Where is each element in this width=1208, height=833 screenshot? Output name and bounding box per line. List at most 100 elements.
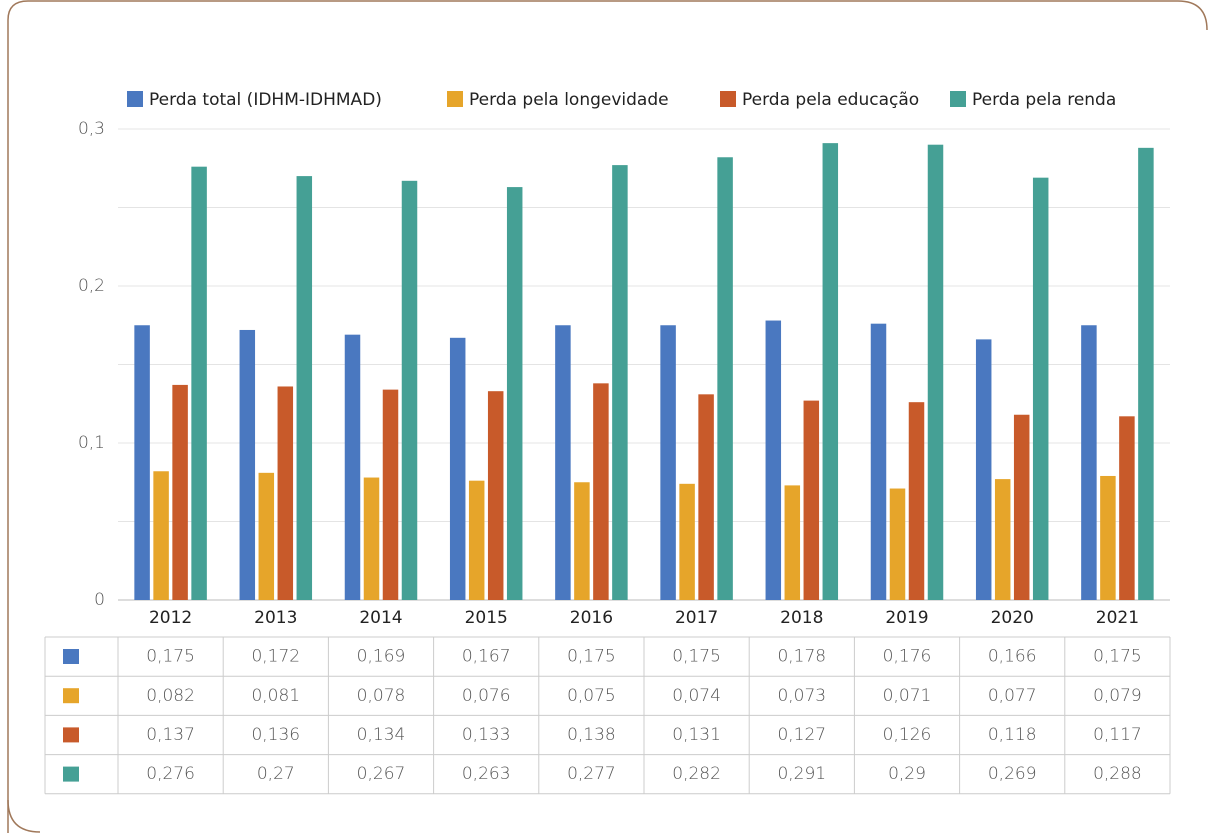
bar (153, 471, 169, 600)
table-cell: 0,276 (146, 764, 195, 784)
bar (258, 472, 275, 600)
bar (717, 157, 733, 600)
table-cell: 0,133 (462, 725, 511, 745)
x-tick-label: 2015 (465, 608, 508, 628)
table-cell: 0,137 (146, 725, 195, 745)
bar (506, 187, 523, 600)
bar (908, 402, 925, 600)
x-tick-label: 2014 (359, 608, 402, 628)
bar (239, 329, 256, 600)
bar (449, 337, 466, 600)
bar (277, 386, 294, 600)
legend-swatch (447, 91, 463, 107)
bar (660, 325, 676, 600)
table-cell: 0,166 (988, 647, 1037, 667)
table-cell: 0,076 (462, 686, 511, 706)
y-tick-label: 0,1 (78, 433, 105, 453)
table-cell: 0,178 (777, 647, 826, 667)
x-tick-label: 2020 (991, 608, 1034, 628)
bar (468, 480, 485, 600)
x-tick-label: 2016 (570, 608, 613, 628)
bar (822, 143, 839, 600)
bar (555, 325, 571, 600)
table-cell: 0,126 (883, 725, 932, 745)
bar (1013, 414, 1030, 600)
table-cell: 0,175 (146, 647, 195, 667)
bar (363, 477, 380, 600)
table-cell: 0,117 (1093, 725, 1142, 745)
table-cell: 0,074 (672, 686, 721, 706)
bar (870, 323, 887, 600)
frame (7, 0, 1208, 833)
bar (612, 165, 628, 601)
frame-corner (7, 799, 41, 833)
y-tick-label: 0,3 (78, 119, 105, 139)
table-cell: 0,073 (777, 686, 826, 706)
table-cell: 0,071 (883, 686, 932, 706)
legend-label: Perda pela educação (742, 90, 919, 110)
table-cell: 0,075 (567, 686, 616, 706)
bar (1032, 177, 1049, 601)
bar (975, 339, 992, 600)
bar (765, 320, 782, 600)
legend-label: Perda total (IDHM-IDHMAD) (149, 90, 382, 110)
bar (401, 180, 418, 600)
bar (1081, 325, 1097, 600)
table-cell: 0,077 (988, 686, 1037, 706)
table-swatch (63, 766, 79, 782)
table-cell: 0,118 (988, 725, 1037, 745)
table-cell: 0,269 (988, 764, 1037, 784)
x-tick-label: 2018 (780, 608, 823, 628)
table-cell: 0,291 (777, 764, 826, 784)
table-cell: 0,138 (567, 725, 616, 745)
table-cell: 0,078 (357, 686, 406, 706)
table-cell: 0,263 (462, 764, 511, 784)
table-swatch (63, 688, 79, 704)
table-swatch (63, 649, 79, 664)
table-cell: 0,167 (462, 647, 511, 667)
table-cell: 0,175 (672, 647, 721, 667)
bar (1100, 475, 1116, 600)
table-cell: 0,282 (672, 764, 721, 784)
legend-swatch (950, 91, 966, 107)
table-cell: 0,288 (1093, 764, 1142, 784)
table-cell: 0,176 (883, 647, 932, 667)
bar (994, 479, 1011, 600)
bar (574, 482, 590, 600)
bar (1138, 147, 1154, 600)
bar (487, 391, 504, 600)
bar (698, 394, 714, 600)
bar (191, 166, 207, 600)
table-cell: 0,27 (257, 764, 295, 784)
table-cell: 0,175 (567, 647, 616, 667)
bar (296, 176, 313, 600)
bar (803, 400, 820, 600)
bar (593, 383, 609, 600)
bar (344, 334, 361, 600)
bar (382, 389, 399, 600)
legend-swatch (720, 91, 736, 107)
x-tick-label: 2013 (254, 608, 297, 628)
table-cell: 0,175 (1093, 647, 1142, 667)
legend-label: Perda pela longevidade (469, 90, 669, 110)
bar (134, 325, 150, 600)
bar (889, 488, 906, 600)
table-cell: 0,134 (357, 725, 406, 745)
table-cell: 0,081 (251, 686, 300, 706)
bar (172, 384, 188, 600)
x-tick-label: 2017 (675, 608, 718, 628)
table-cell: 0,267 (357, 764, 406, 784)
y-tick-label: 0,2 (78, 276, 105, 296)
bar (784, 485, 801, 600)
table-cell: 0,277 (567, 764, 616, 784)
legend-label: Perda pela renda (972, 90, 1116, 110)
y-tick-label: 0 (94, 590, 105, 610)
legend-swatch (127, 91, 143, 107)
x-tick-label: 2012 (149, 608, 192, 628)
table-cell: 0,169 (357, 647, 406, 667)
table-cell: 0,172 (251, 647, 300, 667)
table-swatch (63, 727, 79, 743)
table-cell: 0,131 (672, 725, 721, 745)
x-tick-label: 2019 (885, 608, 928, 628)
